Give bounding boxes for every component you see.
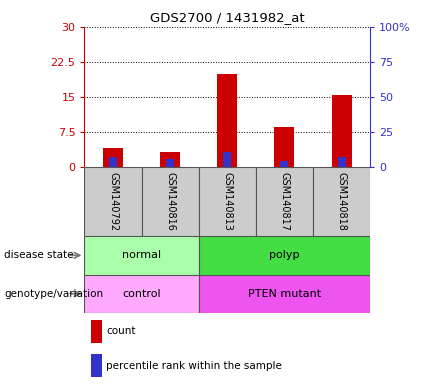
Text: GSM140818: GSM140818 [336,172,347,231]
Text: count: count [106,326,136,336]
Bar [338,157,346,167]
Text: GSM140792: GSM140792 [108,172,118,231]
Bar [281,161,288,167]
Title: GDS2700 / 1431982_at: GDS2700 / 1431982_at [150,11,305,24]
Text: percentile rank within the sample: percentile rank within the sample [106,361,282,371]
Bar [91,354,101,377]
Bar [84,275,199,313]
Text: control: control [122,289,161,299]
Bar [199,236,370,275]
Bar [223,152,231,167]
Bar [313,167,370,236]
Text: GSM140813: GSM140813 [222,172,233,231]
Text: polyp: polyp [269,250,300,260]
Text: genotype/variation: genotype/variation [4,289,103,299]
Bar [84,236,199,275]
Bar [142,167,199,236]
Bar [199,167,256,236]
Bar [275,127,294,167]
Text: GSM140816: GSM140816 [165,172,175,231]
Text: PTEN mutant: PTEN mutant [248,289,321,299]
Bar [166,159,174,167]
Bar [103,148,123,167]
Bar [199,275,370,313]
Bar [91,320,101,343]
Text: disease state: disease state [4,250,74,260]
Text: GSM140817: GSM140817 [279,172,290,231]
Bar [160,152,180,167]
Bar [217,74,237,167]
Bar [256,167,313,236]
Text: normal: normal [122,250,161,260]
Bar [332,94,352,167]
Bar [84,167,142,236]
Bar [109,157,117,167]
